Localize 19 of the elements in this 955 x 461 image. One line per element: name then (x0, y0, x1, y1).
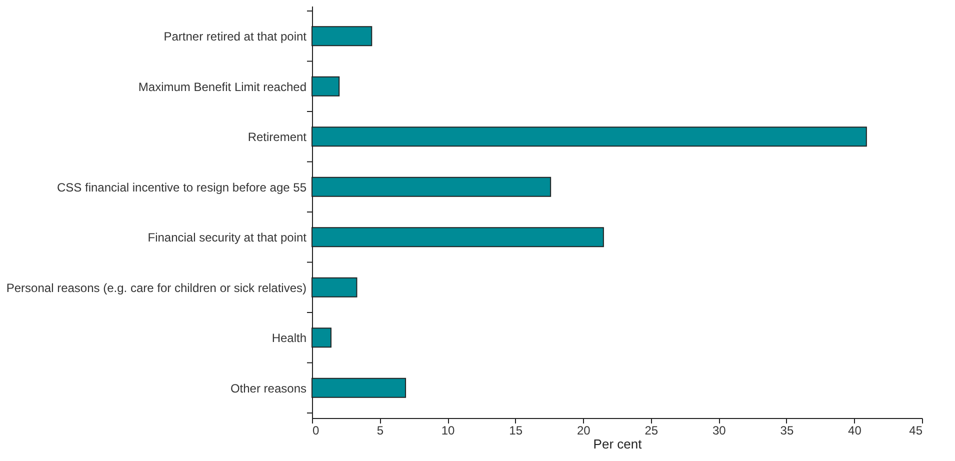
x-tick-label: 30 (712, 424, 726, 438)
x-tick-label: 35 (780, 424, 794, 438)
x-tick-label: 15 (509, 424, 523, 438)
x-tick-label: 5 (376, 424, 384, 438)
y-tick-label: Health (272, 331, 306, 346)
y-tick-label: Retirement (248, 130, 308, 144)
y-tick-label: CSS financial incentive to resign before age 55 (57, 180, 307, 194)
x-tick-label: 0 (312, 424, 320, 438)
y-tick-label: Partner retired at that point (164, 30, 308, 44)
y-tick-label: Other reasons (230, 381, 306, 396)
y-tick-label: Financial security at that point (148, 230, 308, 245)
x-tick-label: 10 (441, 424, 456, 438)
x-tick-label: 25 (644, 424, 658, 438)
y-tick-label: Personal reasons (e.g. care for children or sick relatives) (6, 280, 306, 295)
x-tick-label: 40 (848, 424, 862, 438)
x-tick-label: 20 (576, 424, 591, 438)
x-axis-title: Per cent (593, 436, 642, 452)
y-tick-label: Maximum Benefit Limit reached (138, 80, 306, 94)
x-tick-label: 45 (909, 424, 923, 438)
